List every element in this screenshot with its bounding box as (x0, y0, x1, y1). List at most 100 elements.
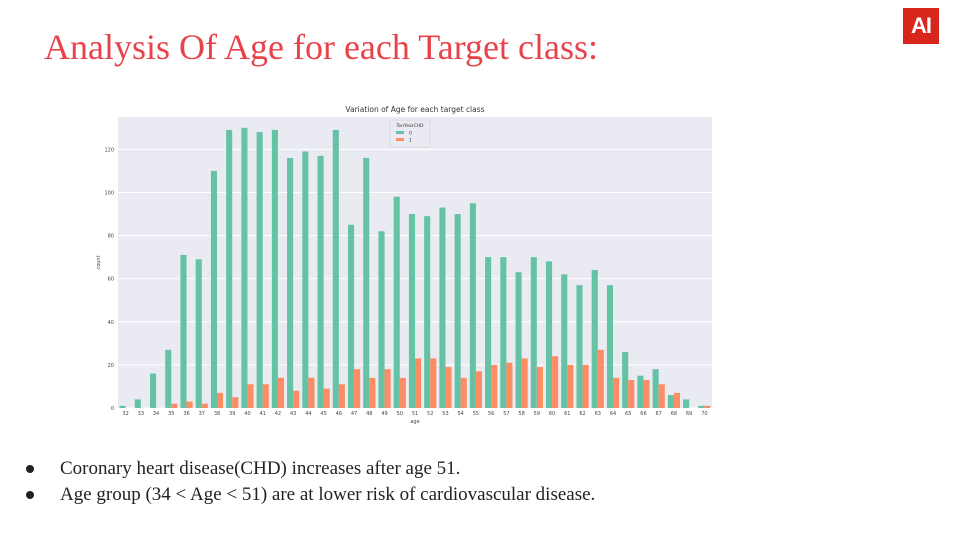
bar-series-1 (430, 358, 437, 408)
x-tick-label: 43 (290, 411, 296, 417)
x-tick-label: 54 (458, 411, 464, 417)
bar-series-0 (287, 157, 294, 408)
bar-series-1 (491, 364, 498, 408)
bar-series-0 (622, 351, 629, 408)
bar-series-1 (643, 379, 650, 408)
bar-series-0 (591, 270, 598, 408)
y-tick-label: 60 (108, 277, 114, 283)
bar-series-0 (378, 231, 385, 408)
bar-series-0 (561, 274, 568, 408)
bar-series-1 (232, 397, 239, 408)
bar-series-1 (262, 384, 269, 408)
bar-series-1 (399, 377, 406, 408)
bar-series-1 (277, 377, 285, 408)
bar-series-1 (506, 362, 513, 408)
x-tick-label: 65 (625, 411, 631, 417)
bar-series-1 (552, 356, 559, 408)
x-tick-label: 67 (656, 411, 662, 417)
bullet-item: Age group (34 < Age < 51) are at lower r… (20, 482, 595, 508)
x-tick-label: 37 (199, 411, 205, 417)
legend-label: 0 (409, 131, 412, 137)
bar-series-0 (667, 395, 674, 408)
x-tick-label: 39 (229, 411, 235, 417)
y-tick-label: 20 (108, 363, 114, 369)
bar-series-0 (134, 399, 141, 408)
bar-series-0 (363, 157, 370, 408)
bar-series-1 (658, 384, 665, 408)
x-tick-label: 34 (153, 411, 159, 417)
x-tick-label: 59 (534, 411, 540, 417)
bar-series-1 (521, 358, 528, 408)
bar-series-0 (454, 214, 461, 408)
x-tick-label: 32 (122, 411, 128, 417)
bar-series-0 (226, 129, 233, 408)
bar-series-0 (256, 132, 263, 408)
bar-series-1 (171, 403, 178, 408)
bullet-icon (26, 465, 34, 473)
bar-series-1 (536, 367, 543, 408)
x-tick-label: 68 (671, 411, 677, 417)
ai-logo: AI (903, 8, 939, 44)
y-tick-label: 40 (108, 320, 114, 326)
x-tick-label: 56 (488, 411, 494, 417)
legend-label: 1 (409, 138, 412, 144)
x-tick-label: 35 (168, 411, 174, 417)
slide-title: Analysis Of Age for each Target class: (44, 27, 598, 67)
bar-series-1 (475, 371, 483, 408)
bar-series-0 (210, 170, 217, 408)
y-tick-label: 0 (111, 406, 114, 412)
bar-series-0 (469, 203, 476, 408)
bar-series-0 (606, 285, 613, 408)
x-tick-label: 60 (549, 411, 555, 417)
bar-series-1 (186, 401, 193, 408)
bar-series-1 (354, 369, 361, 408)
x-tick-label: 45 (320, 411, 326, 417)
bullet-text: Age group (34 < Age < 51) are at lower r… (60, 484, 596, 505)
bar-series-1 (201, 403, 208, 408)
bar-series-0 (195, 259, 202, 408)
bar-series-0 (698, 405, 705, 408)
x-tick-label: 66 (640, 411, 646, 417)
bar-series-1 (338, 384, 345, 408)
bar-series-0 (119, 405, 126, 408)
bar-series-1 (597, 349, 604, 408)
x-tick-label: 48 (366, 411, 372, 417)
bar-series-1 (247, 384, 254, 408)
x-tick-label: 46 (336, 411, 342, 417)
x-tick-label: 63 (595, 411, 601, 417)
bar-series-1 (369, 377, 376, 408)
bullet-list: Coronary heart disease(CHD) increases af… (20, 456, 595, 508)
y-tick-label: 80 (108, 234, 114, 240)
bar-series-0 (241, 127, 248, 409)
x-tick-label: 57 (503, 411, 509, 417)
y-tick-label: 120 (104, 147, 114, 153)
bar-series-0 (545, 261, 553, 408)
bar-series-0 (515, 272, 522, 408)
bar-series-0 (500, 257, 507, 408)
x-tick-label: 52 (427, 411, 433, 417)
chart-title: Variation of Age for each target class (345, 105, 484, 114)
x-tick-label: 70 (701, 411, 707, 417)
bar-series-1 (415, 358, 422, 408)
x-tick-label: 69 (686, 411, 692, 417)
bullet-text: Coronary heart disease(CHD) increases af… (60, 458, 461, 479)
bullet-icon (26, 491, 34, 499)
x-tick-label: 44 (305, 411, 311, 417)
x-tick-label: 61 (564, 411, 570, 417)
bar-series-0 (149, 373, 157, 408)
bar-series-1 (628, 379, 635, 408)
age-target-bar-chart: 0 20 40 60 80 100 120 32 33 34 35 36 37 38 39 40 41 42 43 4… (96, 105, 712, 425)
x-tick-label: 64 (610, 411, 616, 417)
bar-series-1 (323, 388, 330, 408)
bullet-item: Coronary heart disease(CHD) increases af… (20, 456, 595, 482)
y-axis-label: count (96, 255, 102, 269)
bar-series-1 (567, 364, 574, 408)
x-tick-label: 42 (275, 411, 281, 417)
bar-series-0 (439, 207, 446, 408)
bar-series-0 (347, 224, 355, 408)
bar-series-1 (582, 364, 589, 408)
bar-series-0 (317, 155, 324, 408)
x-tick-label: 51 (412, 411, 418, 417)
bar-series-1 (704, 405, 711, 408)
legend-swatch-1 (396, 138, 404, 141)
